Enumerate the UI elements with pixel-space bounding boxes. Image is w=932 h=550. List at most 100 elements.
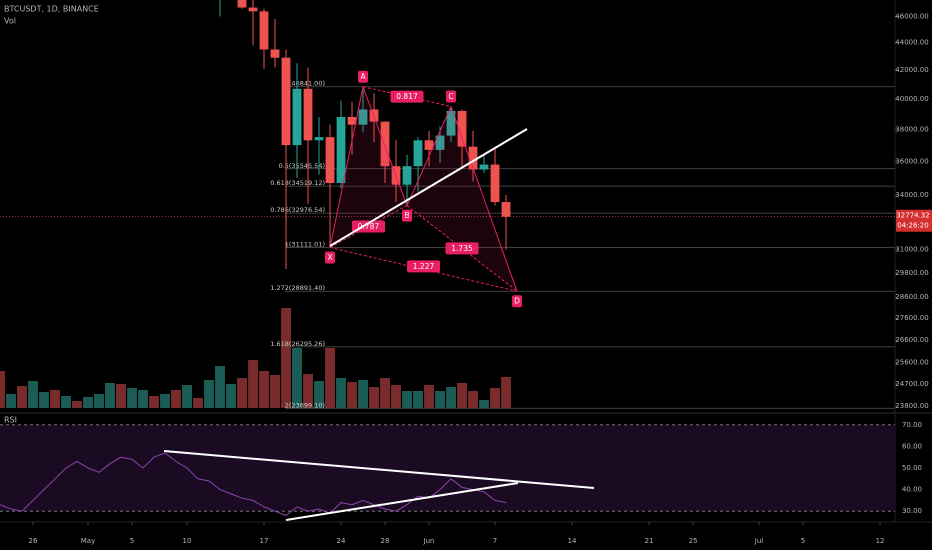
rsi-trend-line	[285, 482, 519, 521]
x-tick-label: 7	[493, 537, 497, 545]
volume-bar	[292, 348, 302, 408]
candle-body	[501, 202, 511, 217]
pattern-point-box	[446, 90, 457, 103]
volume-bar	[490, 388, 500, 408]
pattern-line	[406, 205, 518, 292]
volume-bar	[413, 391, 423, 408]
volume-bar	[336, 378, 346, 408]
candle-body	[237, 0, 247, 8]
rsi-tick-label: 60.00	[902, 442, 922, 450]
candle-body	[270, 49, 280, 58]
candle-body	[424, 140, 434, 150]
candle-body	[435, 135, 445, 150]
volume-label: Vol	[4, 17, 16, 26]
y-tick-label: 40000.00	[895, 95, 928, 103]
volume-bar	[17, 386, 27, 408]
volume-bar	[435, 391, 445, 408]
x-tick-label: 26	[29, 537, 38, 545]
volume-bar	[138, 390, 148, 408]
pattern-point-box	[512, 295, 523, 308]
candle-body	[402, 166, 412, 185]
candle-body	[336, 117, 346, 184]
countdown: 04:26:20	[897, 222, 928, 230]
volume-bar	[446, 387, 456, 408]
pattern-ratio-box	[407, 260, 441, 273]
volume-bar	[61, 396, 71, 408]
pattern-ratio-box	[390, 90, 424, 103]
volume-bar	[248, 360, 258, 408]
pattern-ratio: 0.817	[396, 92, 418, 101]
volume-bar	[127, 388, 137, 408]
volume-bar	[171, 390, 181, 408]
rsi-tick-label: 70.00	[902, 421, 922, 429]
x-tick-label: May	[81, 537, 95, 545]
fib-label: 0.618(34519.12)	[270, 179, 325, 187]
fib-label: 0.5(35545.54)	[279, 162, 325, 170]
volume-bar	[94, 394, 104, 408]
pattern-fill	[407, 106, 518, 292]
x-tick-label: 24	[337, 537, 346, 545]
candle-body	[446, 110, 456, 136]
candle-body	[259, 11, 269, 50]
pattern-point-label: X	[327, 253, 332, 262]
y-tick-label: 36000.00	[895, 157, 928, 165]
trend-line	[329, 128, 528, 247]
volume-bar	[424, 385, 434, 408]
volume-bar	[358, 380, 368, 408]
candle-body	[468, 146, 478, 170]
candle-body	[292, 88, 302, 146]
candle-body	[303, 88, 313, 141]
pattern-point-label: A	[360, 72, 366, 81]
x-tick-label: 17	[260, 537, 269, 545]
x-tick-label: Jun	[423, 537, 435, 545]
candle-body	[490, 164, 500, 203]
pattern-point-box	[358, 70, 369, 83]
rsi-trend-line	[163, 450, 595, 489]
x-tick-label: 12	[876, 537, 885, 545]
candle-body	[248, 7, 258, 12]
volume-bar	[347, 382, 357, 408]
fib-label: 0.786(32976.54)	[270, 206, 325, 214]
fib-label: 1(31111.01)	[285, 241, 325, 249]
y-tick-label: 25600.00	[895, 359, 928, 367]
y-tick-label: 31000.00	[895, 246, 928, 254]
x-tick-label: 14	[568, 537, 577, 545]
candle-body	[358, 109, 368, 125]
fib-label: 1.618(26295.26)	[270, 340, 325, 348]
volume-bar	[237, 378, 247, 408]
volume-bar	[193, 398, 203, 408]
volume-bar	[270, 375, 280, 408]
pattern-ratio: 1.735	[451, 244, 473, 253]
volume-bar	[303, 374, 313, 408]
volume-bar	[215, 366, 225, 408]
volume-bar	[479, 400, 489, 408]
x-tick-label: 28	[381, 537, 390, 545]
pattern-fill	[330, 86, 408, 248]
x-tick-label: 25	[689, 537, 698, 545]
volume-bar	[501, 377, 511, 408]
volume-bar	[72, 401, 82, 408]
pattern-line	[329, 86, 364, 248]
volume-bar	[116, 384, 126, 408]
y-tick-label: 28600.00	[895, 293, 928, 301]
rsi-line	[0, 452, 507, 517]
pattern-line	[450, 106, 518, 292]
rsi-tick-label: 40.00	[902, 486, 922, 494]
volume-bar	[259, 371, 269, 408]
x-tick-label: 21	[645, 537, 654, 545]
volume-bar	[204, 380, 214, 408]
last-price-box	[896, 209, 932, 232]
candle-body	[380, 121, 390, 167]
candle-body	[314, 137, 324, 141]
main-pane: 0(40841.00) 0.5(35545.54) 0.618(34519.12) 0…	[0, 0, 895, 409]
volume-bar	[391, 385, 401, 408]
rsi-tick-label: 50.00	[902, 464, 922, 472]
rsi-band	[0, 424, 895, 512]
volume-bar	[50, 390, 60, 408]
pattern-ratio-box	[445, 242, 479, 255]
symbol-title: BTCUSDT, 1D, BINANCE	[4, 5, 99, 14]
fib-label: 2(23699.10)	[285, 401, 325, 409]
pattern-point-label: B	[404, 211, 409, 220]
candle-body	[347, 117, 357, 125]
